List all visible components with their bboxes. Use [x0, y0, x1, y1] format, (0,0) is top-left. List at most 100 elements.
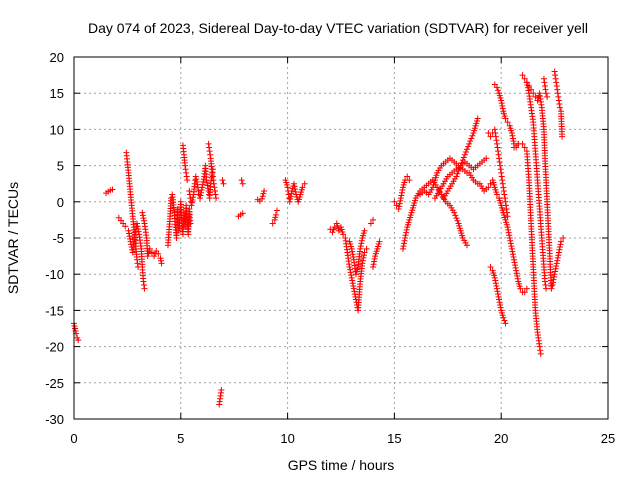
data-point [210, 177, 217, 184]
data-point [541, 79, 548, 86]
data-point [487, 180, 494, 187]
data-point [126, 230, 133, 237]
data-point [109, 186, 116, 193]
data-point [135, 228, 142, 235]
data-point [197, 195, 204, 202]
data-point [468, 135, 475, 142]
data-point [510, 254, 517, 261]
data-point [555, 93, 562, 100]
data-point [508, 130, 515, 137]
data-point [287, 193, 294, 200]
data-point [474, 115, 481, 122]
data-point [513, 267, 520, 274]
data-point [513, 270, 520, 277]
data-point [494, 291, 501, 298]
data-point [122, 223, 129, 230]
data-point [399, 245, 406, 252]
data-point [359, 260, 366, 267]
data-point [206, 144, 213, 151]
data-point [497, 162, 504, 169]
data-point [193, 176, 200, 183]
x-tick-label: 0 [70, 431, 77, 446]
data-point [453, 173, 460, 180]
data-point [399, 187, 406, 194]
data-point [504, 209, 511, 216]
data-point [498, 169, 505, 176]
data-point [511, 256, 518, 263]
data-point [498, 173, 505, 180]
data-point [497, 304, 504, 311]
data-point [194, 181, 201, 188]
data-point [370, 263, 377, 270]
data-point [349, 251, 356, 258]
data-point [340, 231, 347, 238]
data-point [363, 245, 370, 252]
data-point [182, 162, 189, 169]
data-point [347, 266, 354, 273]
data-point [134, 260, 141, 267]
data-point [510, 138, 517, 145]
data-point [496, 299, 503, 306]
data-point [506, 232, 513, 239]
data-point [357, 245, 364, 252]
data-point [258, 195, 265, 202]
y-tick-label: -5 [52, 231, 64, 246]
data-point [500, 314, 507, 321]
data-point [517, 285, 524, 292]
data-point [525, 87, 532, 94]
data-point [554, 254, 561, 261]
data-point [553, 263, 560, 270]
data-point [549, 279, 556, 286]
data-point [402, 232, 409, 239]
data-point [371, 258, 378, 265]
data-point [552, 72, 559, 79]
data-point [401, 237, 408, 244]
data-point [524, 84, 531, 91]
data-point [557, 241, 564, 248]
data-point [537, 350, 544, 357]
data-point [272, 214, 279, 221]
data-point [511, 259, 518, 266]
data-point [542, 86, 549, 93]
data-point [140, 217, 147, 224]
data-point [350, 285, 357, 292]
data-point [540, 75, 547, 82]
y-tick-label: 5 [57, 159, 64, 174]
data-point [190, 194, 197, 201]
x-tick-label: 5 [177, 431, 184, 446]
data-point [514, 273, 521, 280]
y-tick-label: 15 [50, 86, 64, 101]
data-point [509, 132, 516, 139]
data-point [158, 257, 165, 264]
data-point [360, 252, 367, 259]
chart-title: Day 074 of 2023, Sidereal Day-to-day VTE… [88, 20, 588, 36]
y-tick-label: -15 [45, 303, 64, 318]
data-point [544, 93, 551, 100]
data-point [400, 243, 407, 250]
data-point [454, 217, 461, 224]
data-point [551, 271, 558, 278]
data-point [501, 191, 508, 198]
data-point [497, 301, 504, 308]
data-point [508, 245, 515, 252]
data-point [351, 288, 358, 295]
data-point [139, 212, 146, 219]
data-point [396, 200, 403, 207]
y-tick-label: 20 [50, 50, 64, 65]
data-point [219, 177, 226, 184]
data-point [548, 285, 555, 292]
data-point [494, 144, 501, 151]
data-point [456, 165, 463, 172]
data-point [203, 177, 210, 184]
data-point [523, 79, 530, 86]
data-point [521, 144, 528, 151]
y-tick-label: 10 [50, 122, 64, 137]
data-point [492, 133, 499, 140]
data-point [192, 173, 199, 180]
data-point [239, 180, 246, 187]
data-point [495, 293, 502, 300]
data-point [208, 166, 215, 173]
data-point [157, 255, 164, 262]
data-point [494, 288, 501, 295]
data-point [459, 157, 466, 164]
